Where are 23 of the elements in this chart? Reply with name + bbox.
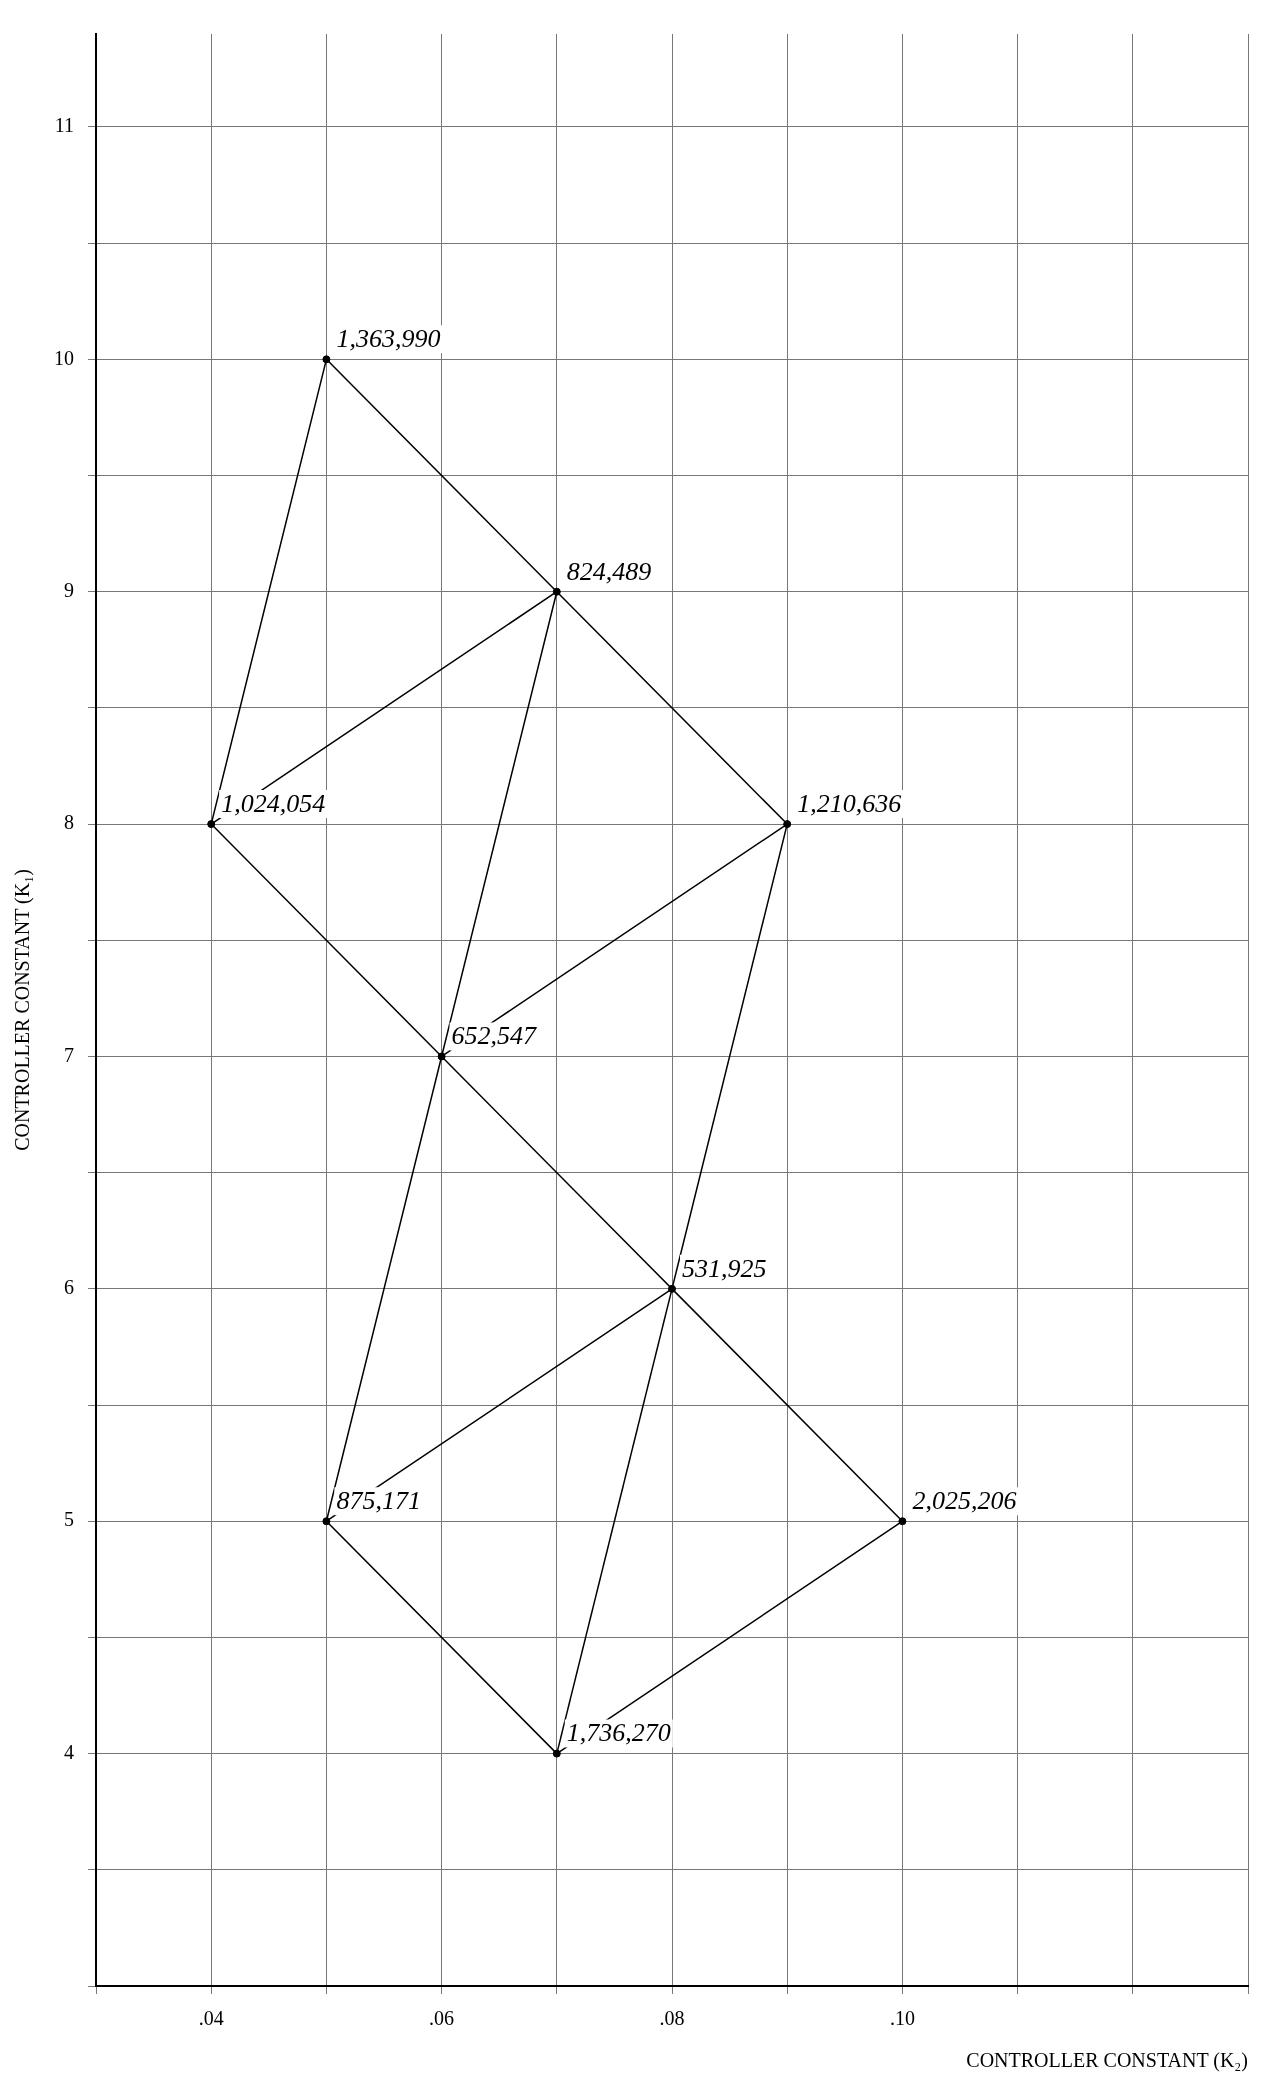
- annotation: 1,024,054: [221, 788, 326, 818]
- annotation: 824,489: [566, 556, 652, 586]
- y-tick-label: 4: [64, 1740, 74, 1763]
- annotation: 875,171: [336, 1486, 421, 1516]
- x-tick-label: .08: [659, 2007, 685, 2030]
- annotation: 1,363,990: [336, 324, 441, 354]
- annotation: 1,736,270: [566, 1718, 671, 1748]
- y-axis-title: CONTROLLER CONSTANT (K₁): [11, 869, 35, 1151]
- x-tick-label: .10: [889, 2007, 915, 2030]
- annotation: 1,210,636: [797, 788, 902, 818]
- y-tick-label: 11: [54, 114, 74, 137]
- y-tick-label: 8: [64, 811, 74, 834]
- x-tick-label: .06: [429, 2007, 455, 2030]
- y-tick-label: 6: [64, 1276, 74, 1299]
- annotation: 2,025,206: [912, 1486, 1017, 1516]
- y-tick-label: 10: [54, 346, 74, 369]
- y-tick-label: 7: [64, 1043, 74, 1066]
- y-tick-label: 5: [64, 1508, 74, 1531]
- annotation: 531,925: [682, 1253, 767, 1283]
- x-axis-title: CONTROLLER CONSTANT (K₂): [966, 2049, 1248, 2073]
- annotation: 652,547: [451, 1021, 538, 1051]
- x-tick-label: .04: [198, 2007, 224, 2030]
- y-tick-label: 9: [64, 578, 74, 601]
